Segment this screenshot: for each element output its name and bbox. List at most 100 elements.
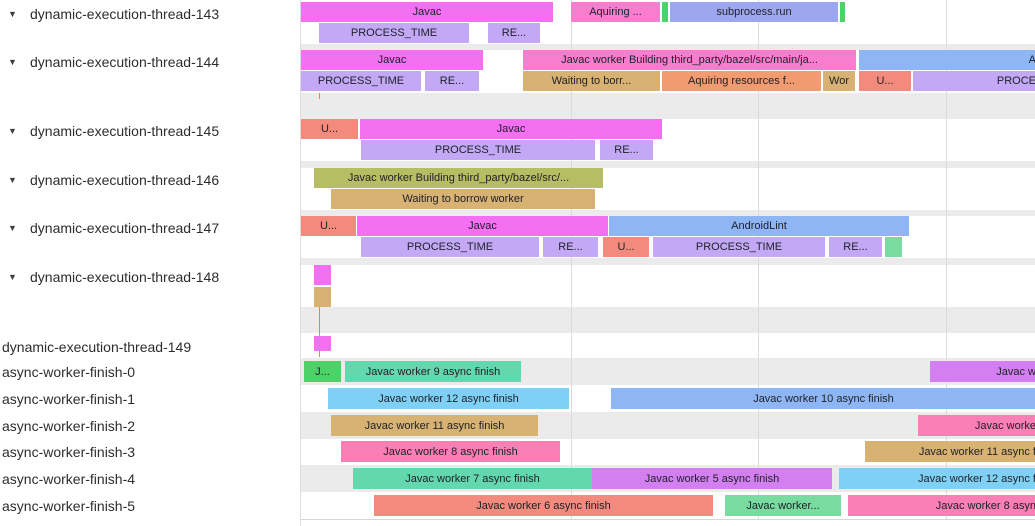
track-label-dynamic-execution-thread-148[interactable]: ▼ dynamic-execution-thread-148 [0,267,219,287]
track-background-band [301,44,1035,50]
slice-unlabeled[interactable] [662,2,668,22]
slice-unlabeled[interactable] [314,336,331,351]
time-gridline [571,0,572,519]
slice-u[interactable]: U... [859,71,911,91]
track-labels-sidebar: ▼ dynamic-execution-thread-143 ▼ dynamic-ex… [0,0,300,526]
slice-process-time[interactable]: PROCESS_TIME [301,71,421,91]
slice-javac-worker-8-async-finish[interactable]: Javac worker 8 async finish [341,441,560,462]
slice-javac-worker-8-asyn[interactable]: Javac worker 8 asyn [848,495,1035,516]
track-label-dynamic-execution-thread-145[interactable]: ▼ dynamic-execution-thread-145 [0,121,219,141]
slice-javac-worker-11-async-finish[interactable]: Javac worker 11 async finish [331,415,538,436]
slice-unlabeled[interactable] [885,237,902,257]
slice-javac-worker-building-third-party-bazel-src[interactable]: Javac worker Building third_party/bazel/… [314,168,603,188]
slice-javac[interactable]: Javac [357,216,608,236]
slice-label: Javac worker 11 async finish [364,419,505,432]
slice-javac-worker-12-async-f[interactable]: Javac worker 12 async f [839,468,1035,489]
slice-proce[interactable]: PROCE [913,71,1035,91]
slice-process-time[interactable]: PROCESS_TIME [319,23,469,43]
slice-label: PROCESS_TIME [317,75,405,87]
slice-u[interactable]: U... [301,216,356,236]
selection-marker-line [319,307,320,357]
track-label-async-worker-finish-3[interactable]: async-worker-finish-3 [0,442,135,462]
slice-label: U... [617,241,635,253]
slice-javac-worker-9-async-finish[interactable]: Javac worker 9 async finish [345,361,521,382]
slice-process-time[interactable]: PROCESS_TIME [653,237,825,257]
track-label-async-worker-finish-4[interactable]: async-worker-finish-4 [0,469,135,489]
slice-waiting-to-borr[interactable]: Waiting to borr... [523,71,660,91]
slice-process-time[interactable]: PROCESS_TIME [361,237,539,257]
slice-re[interactable]: RE... [829,237,882,257]
slice-re[interactable]: RE... [600,140,653,160]
track-background-band [301,210,1035,216]
slice-re[interactable]: RE... [488,23,540,43]
slice-javac-worker[interactable]: Javac worker... [725,495,841,516]
slice-label: Javac worker 12 async finish [378,392,519,405]
track-label-async-worker-finish-1[interactable]: async-worker-finish-1 [0,389,135,409]
slice-waiting-to-borrow-worker[interactable]: Waiting to borrow worker [331,189,595,209]
slice-aquiring-resources-f[interactable]: Aquiring resources f... [662,71,821,91]
time-gridline [946,0,947,519]
slice-javac-worke[interactable]: Javac worke [918,415,1035,436]
collapse-chevron-icon[interactable]: ▼ [8,57,17,67]
slice-label: Javac worker Building third_party/bazel/… [561,54,818,66]
collapse-chevron-icon[interactable]: ▼ [8,175,17,185]
slice-label: PROCESS_TIME [434,144,522,156]
track-label-dynamic-execution-thread-144[interactable]: ▼ dynamic-execution-thread-144 [0,52,219,72]
slice-a[interactable]: A [859,50,1035,70]
slice-javac[interactable]: Javac [301,2,553,22]
timeline-bottom-divider [301,519,1035,520]
timeline-canvas[interactable]: Javac Aquiring ... subprocess.run PROCESS_T… [300,0,1035,526]
slice-unlabeled[interactable] [314,287,331,307]
slice-j[interactable]: J... [304,361,341,382]
slice-javac-w[interactable]: Javac w [930,361,1035,382]
slice-label: Javac worker Building third_party/bazel/… [347,172,570,184]
slice-androidlint[interactable]: AndroidLint [609,216,909,236]
slice-label: Wor [829,75,849,87]
track-title: async-worker-finish-1 [2,391,136,407]
slice-process-time[interactable]: PROCESS_TIME [361,140,595,160]
slice-javac[interactable]: Javac [360,119,662,139]
slice-javac-worker-11-async-f[interactable]: Javac worker 11 async f [865,441,1035,462]
collapse-chevron-icon[interactable]: ▼ [8,272,17,282]
track-label-async-worker-finish-0[interactable]: async-worker-finish-0 [0,362,135,382]
slice-label: Javac worker 5 async finish [644,472,780,485]
collapse-chevron-icon[interactable]: ▼ [8,126,17,136]
track-title: dynamic-execution-thread-147 [30,220,220,236]
slice-javac-worker-6-async-finish[interactable]: Javac worker 6 async finish [374,495,713,516]
slice-re[interactable]: RE... [543,237,598,257]
slice-label: RE... [558,241,583,253]
track-title: async-worker-finish-0 [2,364,136,380]
slice-javac-worker-7-async-finish[interactable]: Javac worker 7 async finish [353,468,592,489]
collapse-chevron-icon[interactable]: ▼ [8,9,17,19]
slice-javac[interactable]: Javac [301,50,483,70]
slice-javac-worker-building-third-party-bazel-src-main-ja[interactable]: Javac worker Building third_party/bazel/… [523,50,856,70]
slice-u[interactable]: U... [301,119,358,139]
collapse-chevron-icon[interactable]: ▼ [8,223,17,233]
slice-label: Waiting to borr... [551,75,632,87]
slice-label: Waiting to borrow worker [402,193,524,205]
slice-label: Javac worker 10 async finish [753,392,894,405]
slice-label: Javac [496,123,526,135]
slice-subprocess-run[interactable]: subprocess.run [670,2,838,22]
slice-re[interactable]: RE... [425,71,479,91]
slice-u[interactable]: U... [603,237,649,257]
track-label-dynamic-execution-thread-149[interactable]: dynamic-execution-thread-149 [0,337,191,357]
track-background-band [301,258,1035,265]
slice-wor[interactable]: Wor [823,71,855,91]
slice-label: Javac [468,220,497,232]
slice-unlabeled[interactable] [840,2,845,22]
slice-javac-worker-5-async-finish[interactable]: Javac worker 5 async finish [592,468,832,489]
slice-unlabeled[interactable] [314,265,331,285]
slice-label: PROCESS_TIME [350,27,438,39]
slice-label: PROCE [996,75,1035,87]
slice-javac-worker-10-async-finish[interactable]: Javac worker 10 async finish [611,388,1035,409]
slice-javac-worker-12-async-finish[interactable]: Javac worker 12 async finish [328,388,569,409]
track-label-dynamic-execution-thread-147[interactable]: ▼ dynamic-execution-thread-147 [0,218,219,238]
slice-label: Javac worker 9 async finish [365,365,501,378]
slice-aquiring[interactable]: Aquiring ... [571,2,660,22]
track-label-dynamic-execution-thread-143[interactable]: ▼ dynamic-execution-thread-143 [0,4,219,24]
track-label-dynamic-execution-thread-146[interactable]: ▼ dynamic-execution-thread-146 [0,170,219,190]
track-label-async-worker-finish-5[interactable]: async-worker-finish-5 [0,496,135,516]
track-label-async-worker-finish-2[interactable]: async-worker-finish-2 [0,416,135,436]
slice-label: Aquiring ... [589,6,642,18]
